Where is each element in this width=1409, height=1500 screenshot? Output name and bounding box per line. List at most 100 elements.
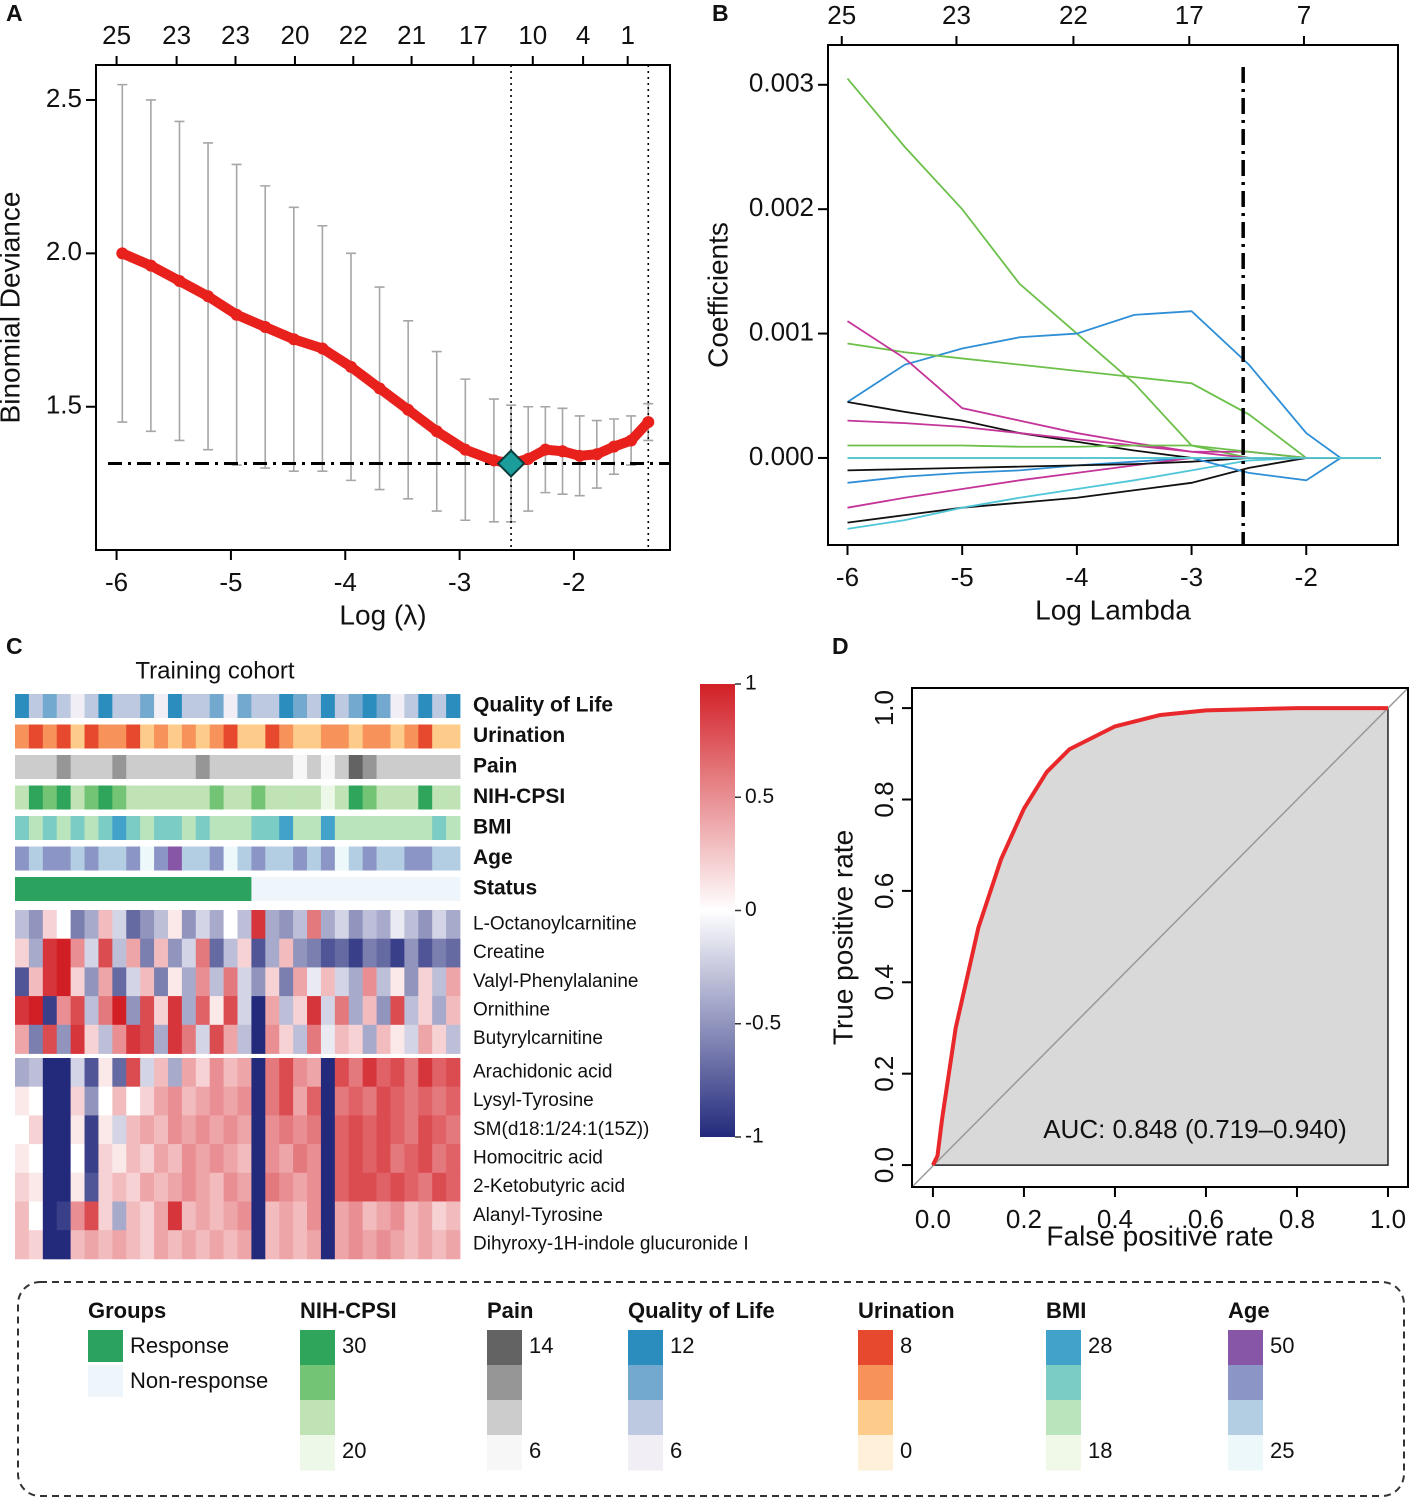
heatmap-cell (126, 996, 141, 1026)
coefficient-path (846, 78, 1381, 459)
annotation-cell (28, 785, 44, 810)
heatmap-cell (70, 996, 85, 1026)
heatmap-cell (126, 1201, 141, 1231)
heatmap-cell (98, 1024, 113, 1054)
deviance-point (259, 320, 272, 333)
heatmap-cell (446, 910, 461, 940)
heatmap-cell (140, 910, 155, 940)
annotation-cell (112, 785, 127, 810)
heatmap-cell (112, 1201, 127, 1231)
annotation-cell (265, 755, 280, 779)
annotation-cell (56, 755, 72, 779)
legend-swatch (487, 1330, 522, 1366)
heatmap-cell (84, 938, 99, 968)
heatmap-cell (70, 1144, 85, 1174)
heatmap-cell (112, 1172, 127, 1202)
annotation-cell (195, 755, 211, 779)
heatmap-cell (126, 1172, 141, 1202)
annotation-cell (209, 755, 224, 779)
heatmap-cell (28, 1115, 44, 1145)
heatmap-cell (279, 938, 294, 968)
colorbar-tick-label: 1 (745, 672, 757, 695)
heatmap-cell (42, 1144, 58, 1174)
annotation-cell (223, 785, 238, 810)
y-tick-label: 0.003 (749, 68, 814, 98)
annotation-cell (251, 877, 266, 901)
annotation-cell (390, 785, 405, 810)
heatmap-cell (432, 1024, 447, 1054)
heatmap-cell (376, 1058, 391, 1088)
heatmap-cell (28, 1172, 44, 1202)
heatmap-cell (42, 996, 58, 1026)
heatmap-cell (404, 1115, 419, 1145)
annotation-cell (307, 785, 322, 810)
annotation-cell (42, 724, 58, 749)
annotation-cell (223, 724, 238, 749)
annotation-cell (446, 846, 461, 871)
annotation-cell (390, 724, 405, 749)
heatmap-cell (432, 1201, 447, 1231)
heatmap-cell (237, 1144, 252, 1174)
heatmap-cell (56, 1230, 72, 1260)
heatmap-cell (70, 967, 85, 997)
annotation-cell (446, 694, 461, 718)
y-tick-label: 0.4 (869, 964, 899, 1000)
heatmap-cell (432, 967, 447, 997)
legend-swatch (628, 1330, 663, 1366)
top-tick-label: 23 (162, 20, 191, 50)
heatmap-cell (307, 996, 322, 1026)
heatmap-cell (432, 910, 447, 940)
heatmap-cell (432, 1086, 447, 1116)
annotation-cell (56, 877, 72, 901)
legend-title: Pain (487, 1298, 533, 1323)
annotation-cell (404, 816, 419, 840)
annotation-cell (348, 724, 364, 749)
heatmap-cell (181, 1201, 197, 1231)
heatmap-cell (15, 910, 30, 940)
heatmap-cell (279, 1058, 294, 1088)
heatmap-cell (237, 1086, 252, 1116)
annotation-cell (251, 755, 266, 779)
heatmap-cell (140, 1115, 155, 1145)
annotation-cell (418, 877, 433, 901)
legend-high: 28 (1088, 1333, 1112, 1358)
heatmap-cell (418, 910, 433, 940)
annotation-cell (348, 846, 364, 871)
annotation-cell (154, 724, 169, 749)
top-tick-label: 22 (339, 20, 368, 50)
heatmap-cell (418, 938, 433, 968)
annotation-cell (42, 816, 58, 840)
row-label: Homocitric acid (473, 1147, 603, 1168)
heatmap-cell (237, 938, 252, 968)
heatmap-cell (348, 1086, 364, 1116)
heatmap-cell (334, 1024, 350, 1054)
heatmap-cell (84, 1172, 99, 1202)
top-tick-label: 25 (827, 0, 856, 30)
heatmap-cell (279, 996, 294, 1026)
heatmap-cell (195, 1115, 211, 1145)
heatmap-cell (181, 938, 197, 968)
heatmap-cell (42, 1230, 58, 1260)
heatmap-cell (84, 1115, 99, 1145)
legend-low: 25 (1270, 1438, 1294, 1463)
heatmap-cell (307, 910, 322, 940)
top-tick-label: 4 (576, 20, 590, 50)
heatmap-cell (112, 1115, 127, 1145)
heatmap-cell (223, 938, 238, 968)
annotation-cell (15, 785, 30, 810)
heatmap-cell (237, 1024, 252, 1054)
annotation-cell (98, 816, 113, 840)
annotation-cell (279, 694, 294, 718)
annotation-cell (181, 724, 197, 749)
y-tick-label: 0.002 (749, 192, 814, 222)
legend-low: 18 (1088, 1438, 1112, 1463)
annotation-cell (84, 755, 99, 779)
heatmap-cell (348, 938, 364, 968)
heatmap-cell (334, 1115, 350, 1145)
heatmap-cell (265, 967, 280, 997)
annotation-cell (126, 846, 141, 871)
heatmap-cell (167, 1086, 183, 1116)
heatmap-cell (418, 1086, 433, 1116)
legend-swatch (1228, 1330, 1263, 1366)
annotation-cell (84, 816, 99, 840)
